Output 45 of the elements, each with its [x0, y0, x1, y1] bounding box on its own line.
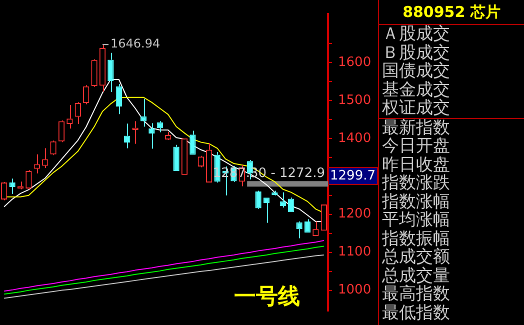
- candlestick: [296, 221, 302, 239]
- text: 指数涨幅: [381, 192, 451, 212]
- text: Ａ股成交: [381, 24, 451, 44]
- candlestick: [83, 84, 90, 105]
- text: 基金成交: [381, 80, 451, 100]
- text: 总成交额: [381, 247, 451, 267]
- candlestick: [190, 130, 196, 155]
- text: 国债成交: [381, 61, 451, 81]
- text: 昨日收盘: [381, 154, 451, 174]
- candlestick: [206, 142, 212, 182]
- candlestick: [74, 102, 81, 124]
- candlestick: [26, 170, 32, 190]
- text: 总成交量: [381, 266, 451, 286]
- candlestick: [148, 122, 155, 150]
- y-tick-label: 1100: [338, 244, 372, 260]
- candlestick: [140, 98, 147, 128]
- text: 最高指数: [381, 284, 451, 304]
- candlestick: [280, 192, 286, 208]
- y-tick-label: 1000: [338, 282, 372, 298]
- candlestick: [17, 181, 24, 190]
- text: 1299.7: [330, 168, 376, 184]
- candlestick: [50, 140, 56, 156]
- text: Ｂ股成交: [381, 42, 451, 62]
- candlestick: [288, 197, 294, 212]
- text: 指数振幅: [381, 228, 451, 248]
- text: 最低指数: [381, 302, 451, 322]
- y-tick-label: 1200: [338, 206, 372, 222]
- text: 权证成交: [379, 98, 524, 118]
- annotation: 一号线: [234, 284, 300, 310]
- candlestick: [263, 198, 270, 224]
- candlestick: [156, 120, 163, 133]
- candlestick: [132, 120, 138, 144]
- text: 平均涨幅: [381, 210, 451, 230]
- text: 880952 芯片: [379, 0, 524, 25]
- candlestick: [108, 52, 114, 93]
- candlestick: [58, 120, 65, 143]
- text: 指数涨跌: [381, 173, 451, 193]
- y-tick-label: 1400: [338, 130, 372, 146]
- y-tick-label: 1500: [338, 92, 372, 108]
- text: 今日开盘: [381, 136, 451, 156]
- y-tick-label: 1600: [338, 54, 372, 70]
- annotation: 1646.94: [110, 36, 160, 51]
- candlestick: [116, 84, 122, 115]
- text: 最新指数: [381, 118, 451, 138]
- candlestick: [99, 44, 106, 92]
